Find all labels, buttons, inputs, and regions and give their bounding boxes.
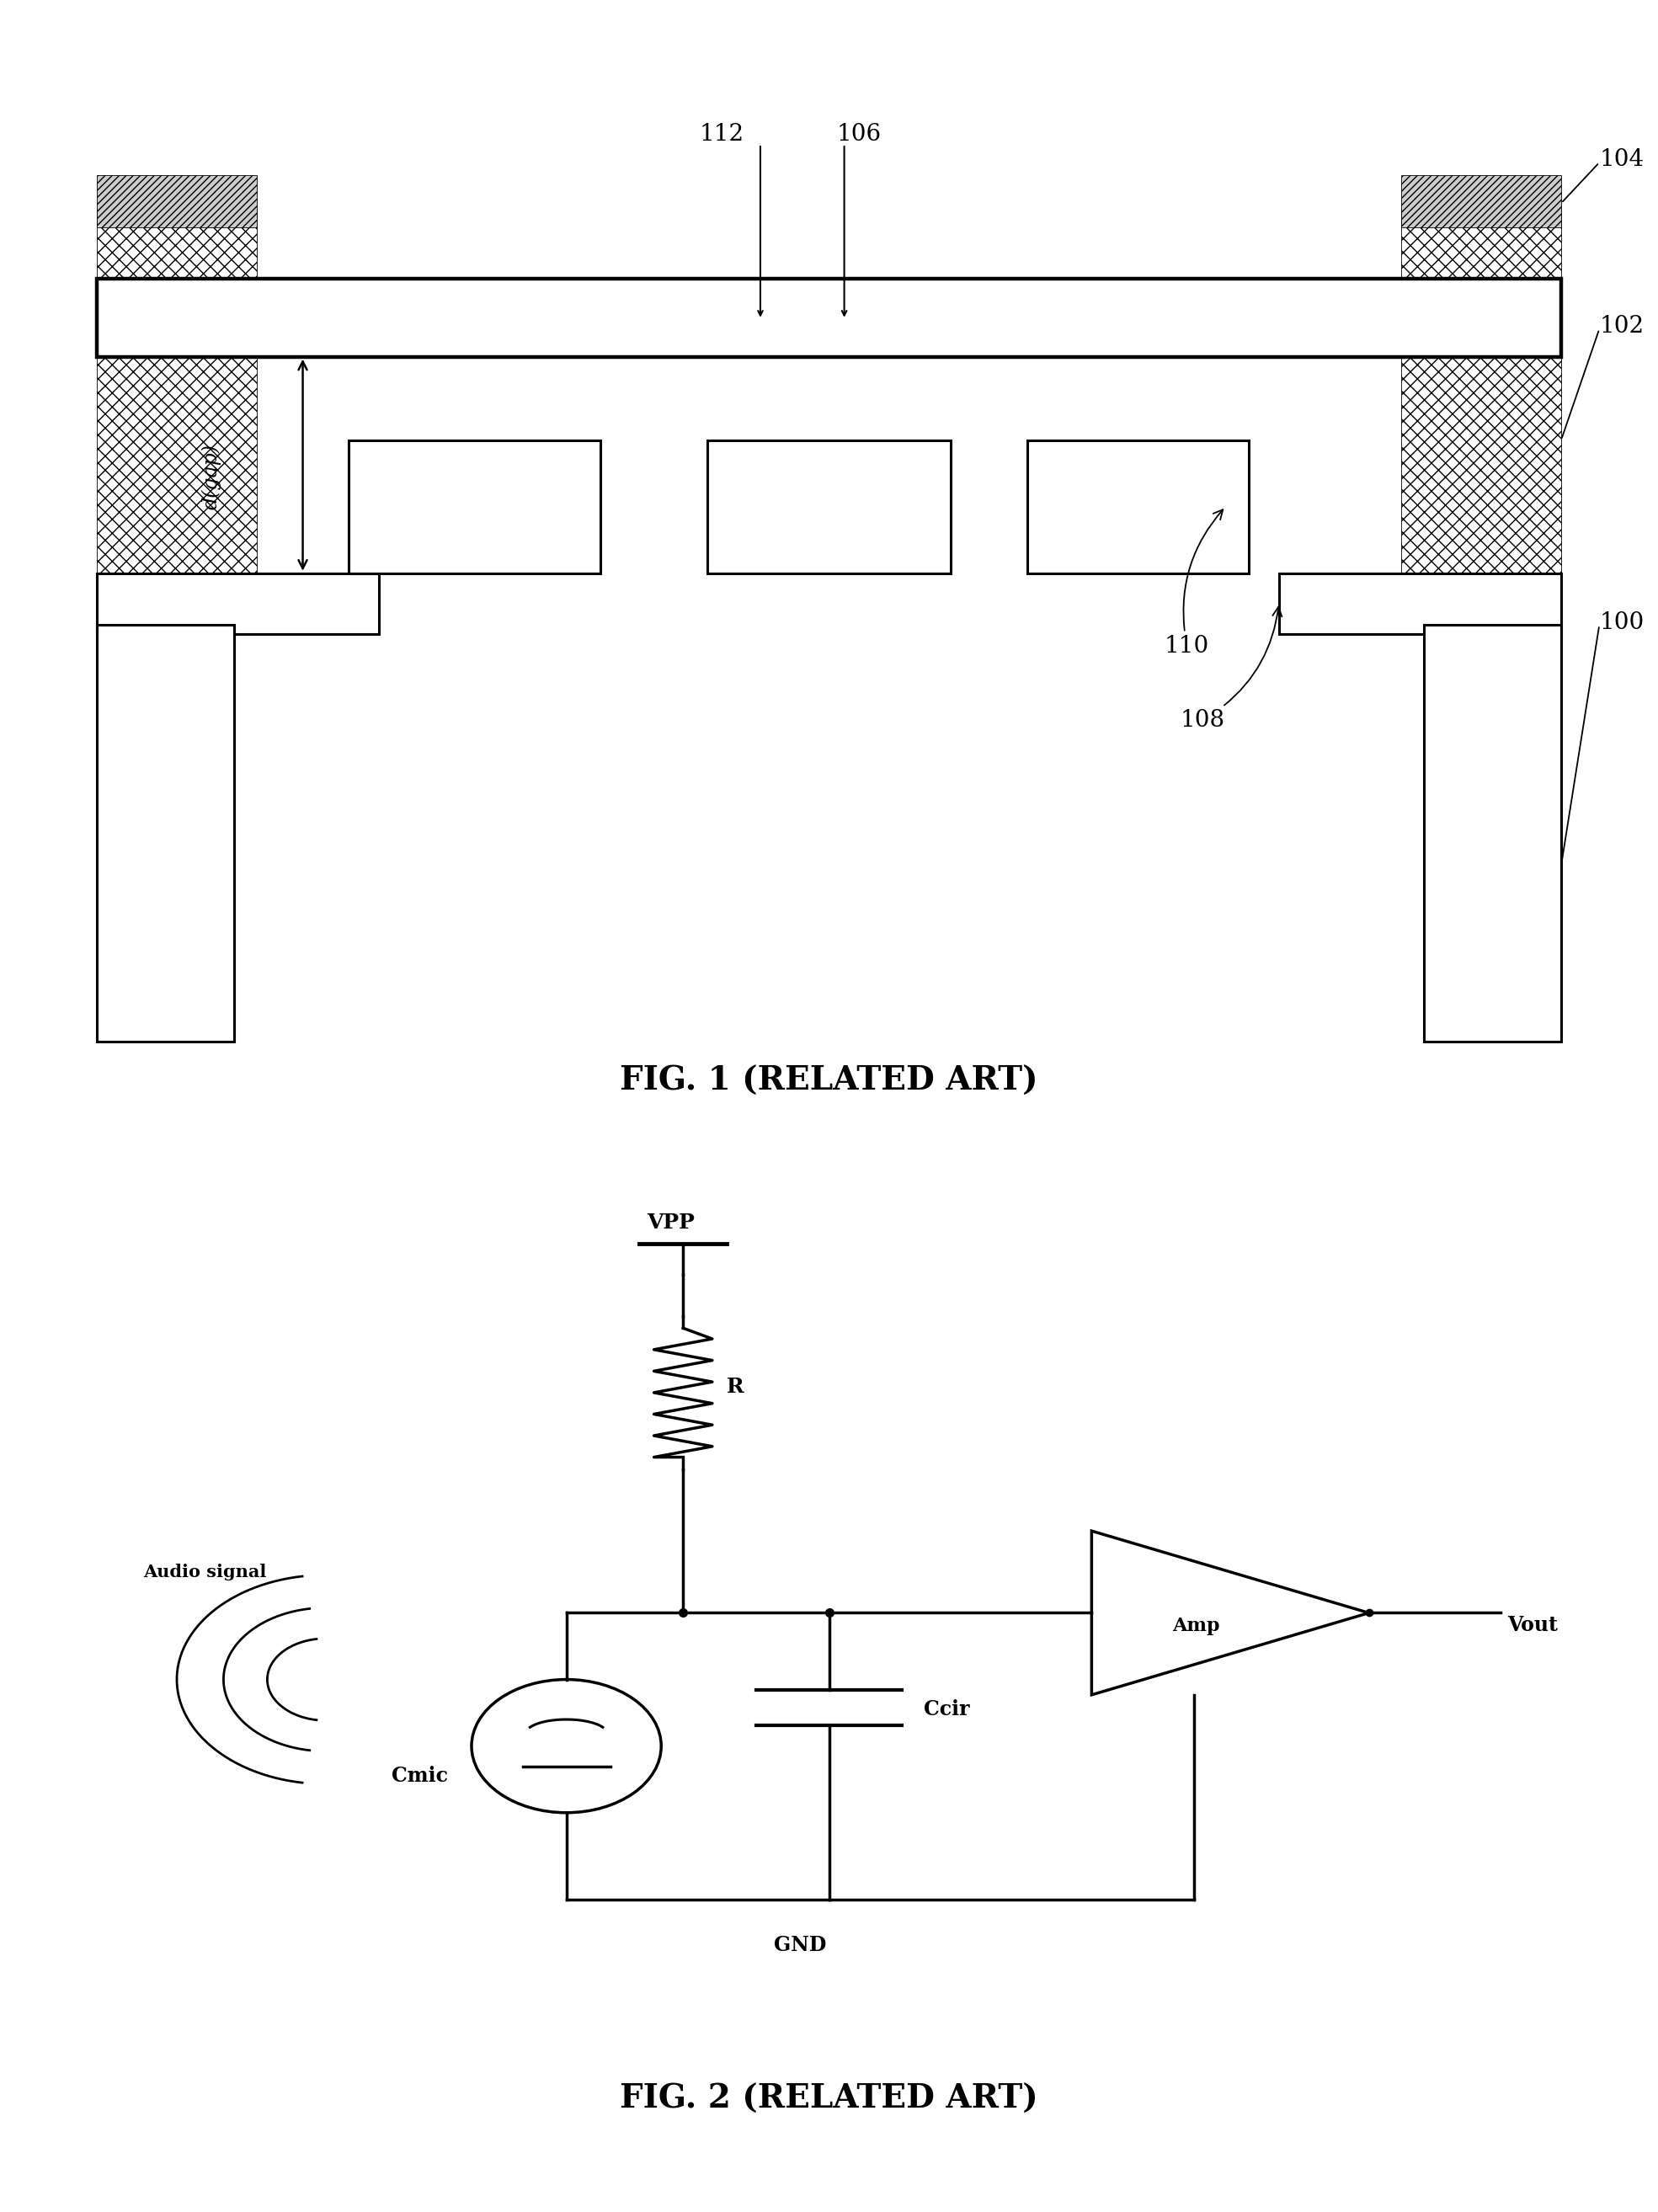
Text: Cmic: Cmic — [391, 1765, 448, 1785]
Bar — [96, 279, 1562, 356]
Text: 110: 110 — [1164, 509, 1224, 657]
Text: 102: 102 — [1600, 314, 1645, 338]
Bar — [1278, 573, 1562, 635]
Text: Ccir: Ccir — [924, 1699, 970, 1719]
Text: Amp: Amp — [1172, 1617, 1219, 1635]
Bar — [96, 208, 257, 580]
Bar — [96, 573, 380, 635]
Text: d(gap): d(gap) — [201, 445, 221, 509]
Bar — [1028, 440, 1248, 573]
Text: GND: GND — [774, 1936, 826, 1955]
Text: 104: 104 — [1600, 148, 1645, 170]
Bar — [1424, 626, 1562, 1042]
Bar — [706, 440, 952, 573]
Bar — [96, 175, 257, 228]
Text: FIG. 2 (RELATED ART): FIG. 2 (RELATED ART) — [620, 2084, 1038, 2115]
Text: 106: 106 — [837, 122, 882, 146]
Text: R: R — [726, 1376, 744, 1396]
Bar — [348, 440, 600, 573]
Text: FIG. 1 (RELATED ART): FIG. 1 (RELATED ART) — [620, 1064, 1038, 1097]
Bar — [96, 626, 234, 1042]
Text: VPP: VPP — [647, 1212, 695, 1232]
Text: Vout: Vout — [1507, 1615, 1559, 1635]
Text: Audio signal: Audio signal — [143, 1564, 267, 1579]
Text: 108: 108 — [1180, 606, 1282, 732]
Text: 112: 112 — [700, 122, 744, 146]
Bar — [1401, 175, 1562, 228]
Text: 100: 100 — [1600, 611, 1645, 635]
Bar — [1401, 208, 1562, 580]
